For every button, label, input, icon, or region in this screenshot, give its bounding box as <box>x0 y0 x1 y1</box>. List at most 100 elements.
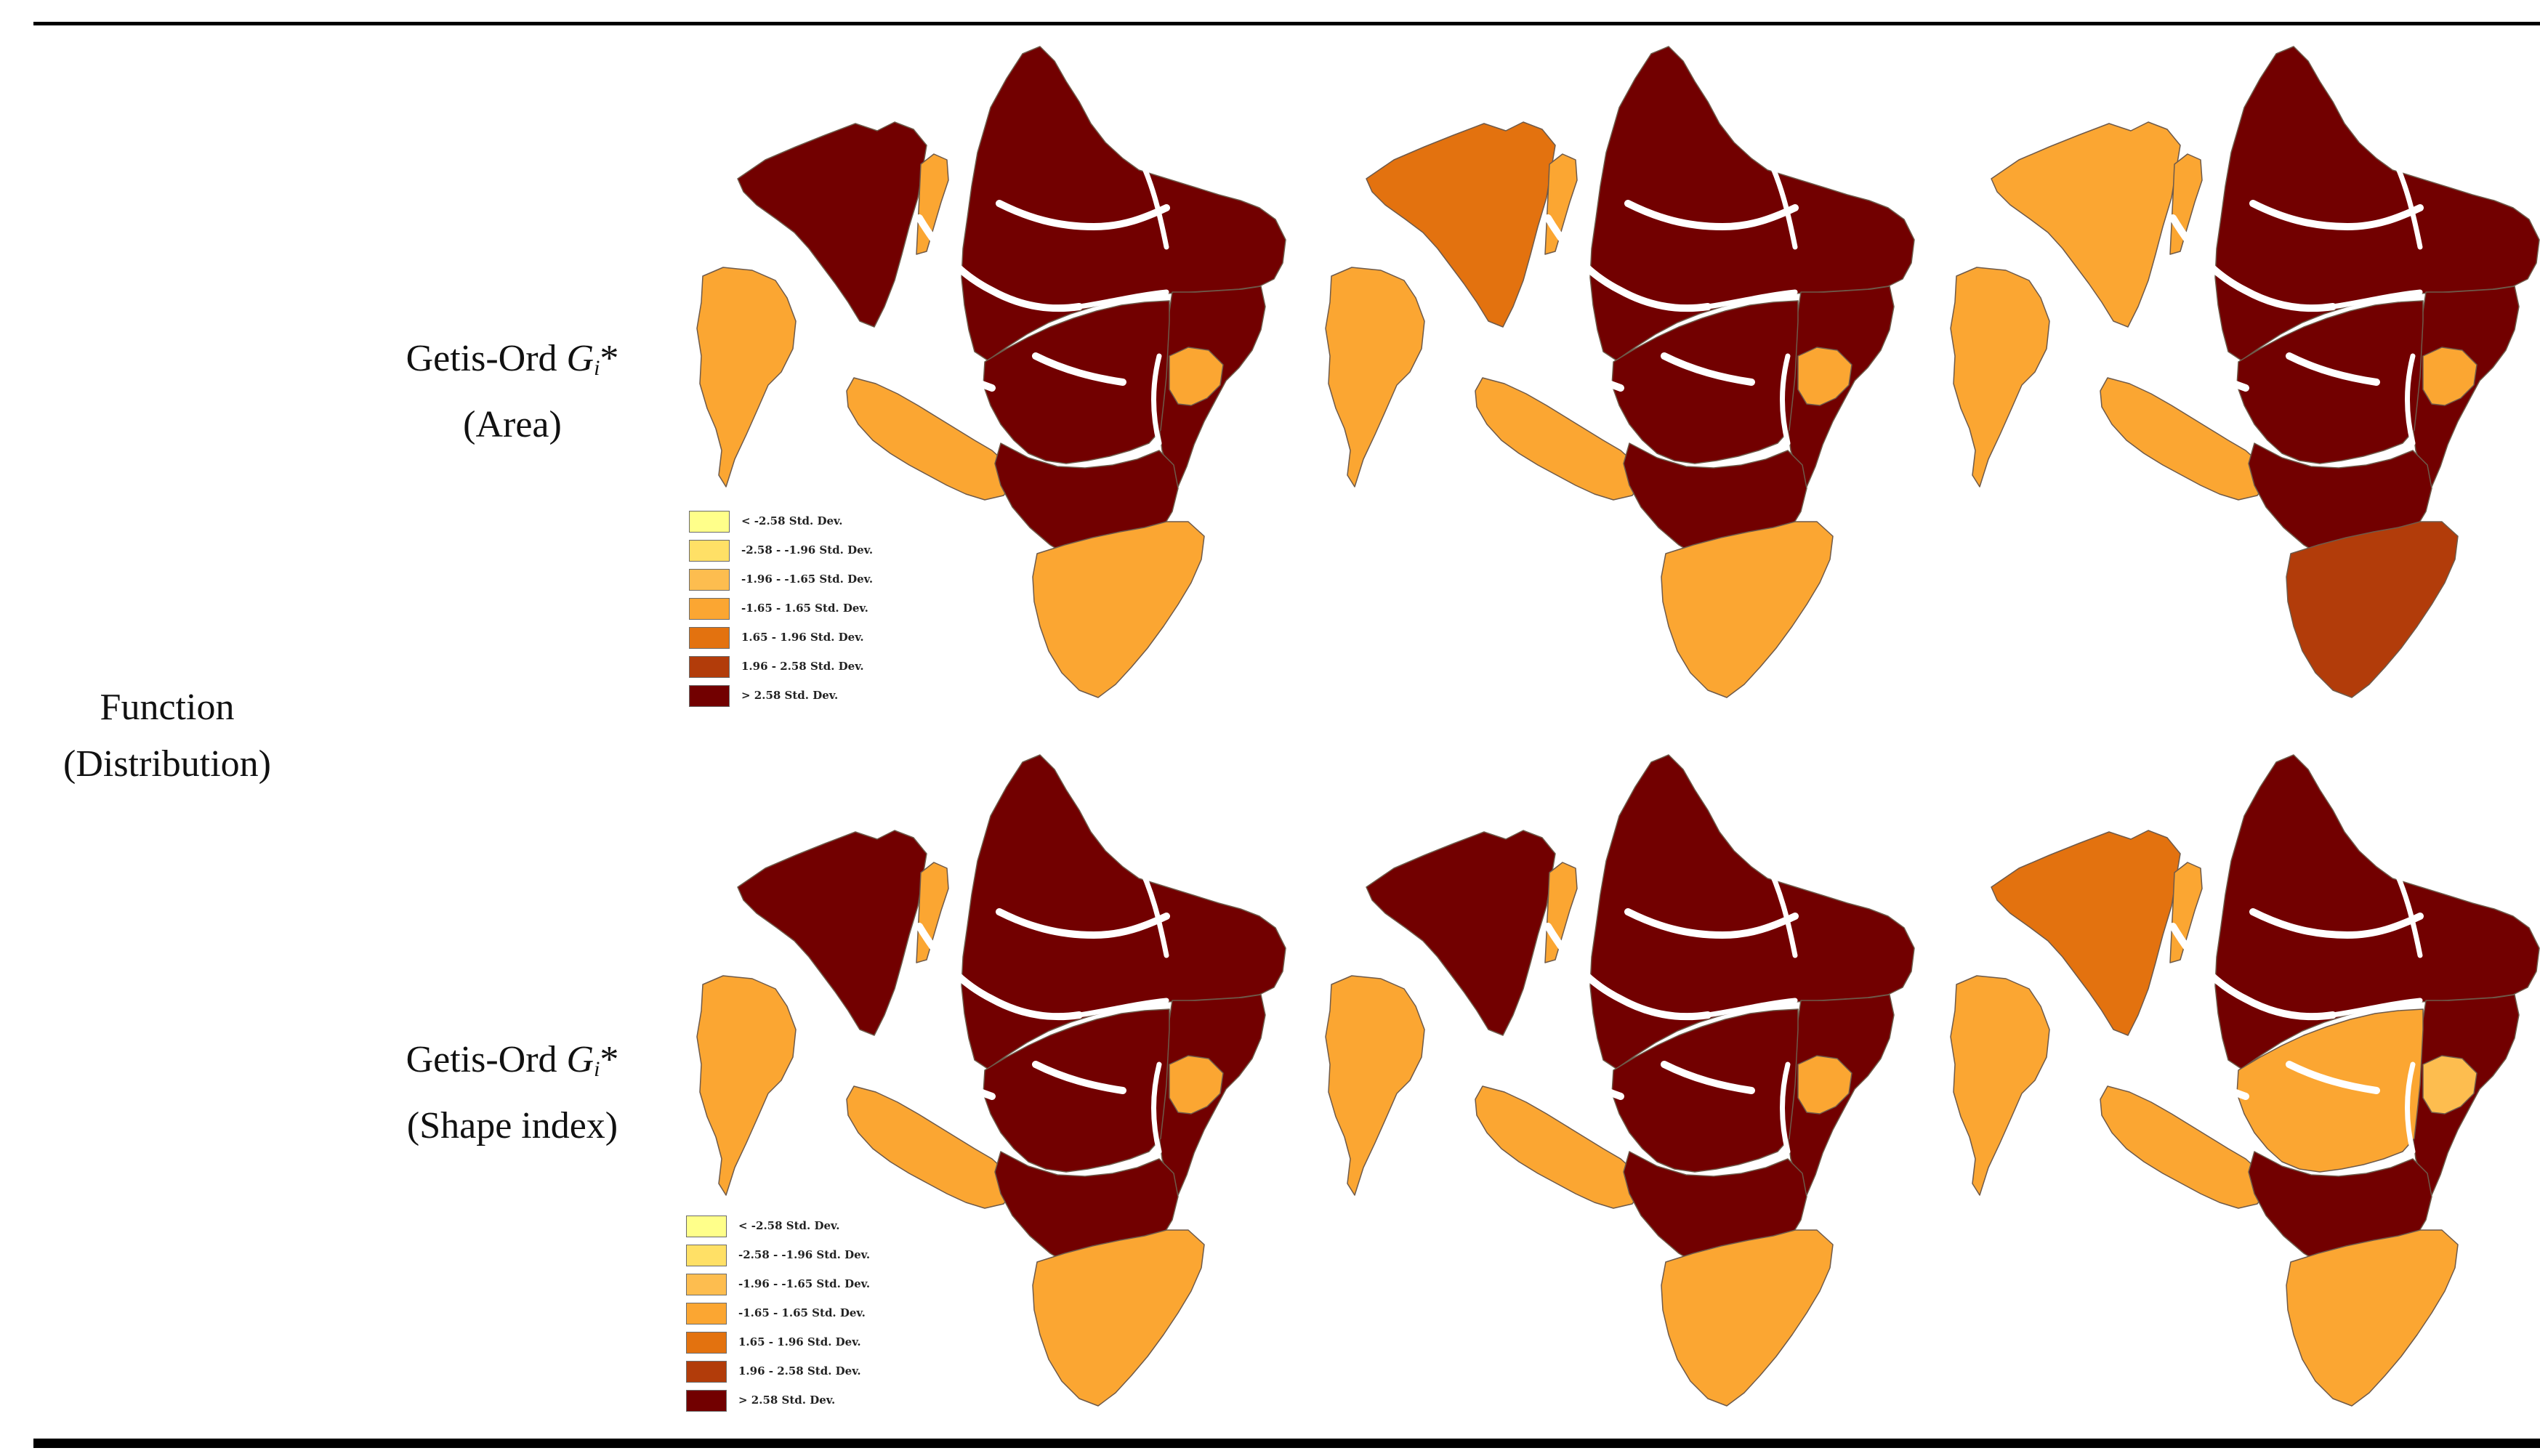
map-channel <box>2330 289 2423 310</box>
map-channel <box>1705 289 1798 310</box>
map-region-center <box>1611 300 1799 464</box>
map-region-southwest-islands <box>846 1085 1013 1209</box>
hotspot-map-area-3 <box>1950 46 2540 698</box>
legend-item: -1.65 - 1.65 Std. Dev. <box>686 1301 911 1330</box>
map-region-southeast <box>1032 521 1205 698</box>
legend-swatch <box>689 598 730 620</box>
map-channel <box>2169 923 2337 1021</box>
map-channel <box>1567 142 1594 272</box>
map-channel <box>1032 1061 1126 1094</box>
legend-swatch <box>686 1390 727 1412</box>
map-channel <box>996 200 1170 231</box>
map-channel <box>996 908 1170 939</box>
map-region-southeast <box>2286 521 2459 698</box>
hotspot-map-area-1 <box>696 46 1286 698</box>
legend-item: -2.58 - -1.96 Std. Dev. <box>686 1242 911 1271</box>
legend-label: -1.65 - 1.65 Std. Dev. <box>738 1306 866 1319</box>
legend-swatch <box>686 1303 727 1324</box>
map-region-west <box>1325 267 1425 488</box>
legend-swatch <box>689 569 730 591</box>
row-label-area: Getis-Ord Gi* (Area) <box>356 331 669 453</box>
map-region-southwest-islands <box>1475 377 1642 501</box>
map-channel <box>938 851 966 980</box>
map-channel <box>916 923 1083 1021</box>
legend-label: -1.65 - 1.65 Std. Dev. <box>741 602 868 615</box>
legend-swatch <box>686 1216 727 1237</box>
map-channel <box>1624 908 1799 939</box>
map-region-southeast <box>1661 521 1834 698</box>
map-channel <box>1151 1061 1162 1154</box>
map-channel <box>1530 338 1624 392</box>
variable-label-shape: (Shape index) <box>406 1105 618 1146</box>
map-channel <box>1076 998 1169 1018</box>
legend-item: 1.96 - 2.58 Std. Dev. <box>689 654 914 683</box>
map-region-north <box>961 46 1286 361</box>
map-region-north <box>1589 754 1915 1069</box>
legend-label: -2.58 - -1.96 Std. Dev. <box>741 543 874 557</box>
map-channel <box>916 214 1083 312</box>
map-region-center <box>983 300 1170 464</box>
map-region-center-east <box>2422 347 2477 406</box>
hotspot-map-shape-2 <box>1325 754 1915 1407</box>
legend-label: 1.65 - 1.96 Std. Dev. <box>741 631 864 644</box>
legend-item: -2.58 - -1.96 Std. Dev. <box>689 538 914 567</box>
map-channel <box>938 142 966 272</box>
map-channel <box>2330 998 2423 1018</box>
map-region-northwest <box>1366 830 1556 1036</box>
legend-item: -1.65 - 1.65 Std. Dev. <box>689 596 914 625</box>
legend-swatch <box>686 1361 727 1383</box>
function-label: Function <box>100 687 235 728</box>
hotspot-map-shape-1 <box>696 754 1286 1407</box>
map-region-southeast <box>1661 1229 1834 1407</box>
legend-label: > 2.58 Std. Dev. <box>741 689 839 702</box>
legend-swatch <box>686 1332 727 1354</box>
map-region-center-east <box>1797 347 1852 406</box>
map-region-west <box>1325 975 1425 1196</box>
map-channel <box>1134 150 1169 250</box>
map-region-center <box>983 1008 1170 1173</box>
legend-swatch <box>686 1245 727 1266</box>
map-legend-shape: < -2.58 Std. Dev. -2.58 - -1.96 Std. Dev.… <box>686 1213 911 1417</box>
map-region-northwest <box>1991 830 2181 1036</box>
map-channel <box>1544 214 1712 312</box>
map-channel <box>1134 858 1169 958</box>
distribution-label: (Distribution) <box>63 743 271 785</box>
legend-label: -1.96 - -1.65 Std. Dev. <box>738 1277 871 1290</box>
hotspot-map-area-2 <box>1325 46 1915 698</box>
map-region-southwest-islands <box>2100 377 2267 501</box>
legend-item: 1.96 - 2.58 Std. Dev. <box>686 1359 911 1388</box>
map-channel <box>901 338 996 392</box>
map-region-center-east <box>1169 1055 1224 1115</box>
map-region-southwest-islands <box>1475 1085 1642 1209</box>
map-region-west <box>1950 975 2050 1196</box>
map-region-southeast <box>1032 1229 1205 1407</box>
map-channel <box>1076 289 1169 310</box>
map-region-southeast <box>2286 1229 2459 1407</box>
legend-swatch <box>689 627 730 649</box>
map-channel <box>1763 858 1798 958</box>
map-region-west <box>1950 267 2050 488</box>
map-region-southwest-islands <box>846 377 1013 501</box>
statistic-label-area: Getis-Ord Gi* <box>406 338 619 380</box>
map-channel <box>2388 858 2423 958</box>
map-channel <box>1151 353 1162 446</box>
map-channel <box>2249 200 2424 231</box>
legend-label: < -2.58 Std. Dev. <box>738 1219 840 1232</box>
legend-item: -1.96 - -1.65 Std. Dev. <box>686 1271 911 1301</box>
legend-swatch <box>689 656 730 678</box>
map-channel <box>2286 1061 2380 1094</box>
legend-swatch <box>689 685 730 707</box>
map-channel <box>1032 352 1126 386</box>
map-region-north <box>2214 46 2540 361</box>
map-region-west <box>696 267 797 488</box>
legend-item: < -2.58 Std. Dev. <box>686 1213 911 1242</box>
map-region-north <box>961 754 1286 1069</box>
map-channel <box>2405 1061 2416 1154</box>
legend-item: 1.65 - 1.96 Std. Dev. <box>689 625 914 654</box>
legend-label: > 2.58 Std. Dev. <box>738 1394 836 1407</box>
legend-item: -1.96 - -1.65 Std. Dev. <box>689 567 914 596</box>
legend-label: < -2.58 Std. Dev. <box>741 514 843 527</box>
legend-swatch <box>686 1274 727 1295</box>
map-region-center-east <box>2422 1055 2477 1115</box>
legend-item: > 2.58 Std. Dev. <box>689 683 914 712</box>
